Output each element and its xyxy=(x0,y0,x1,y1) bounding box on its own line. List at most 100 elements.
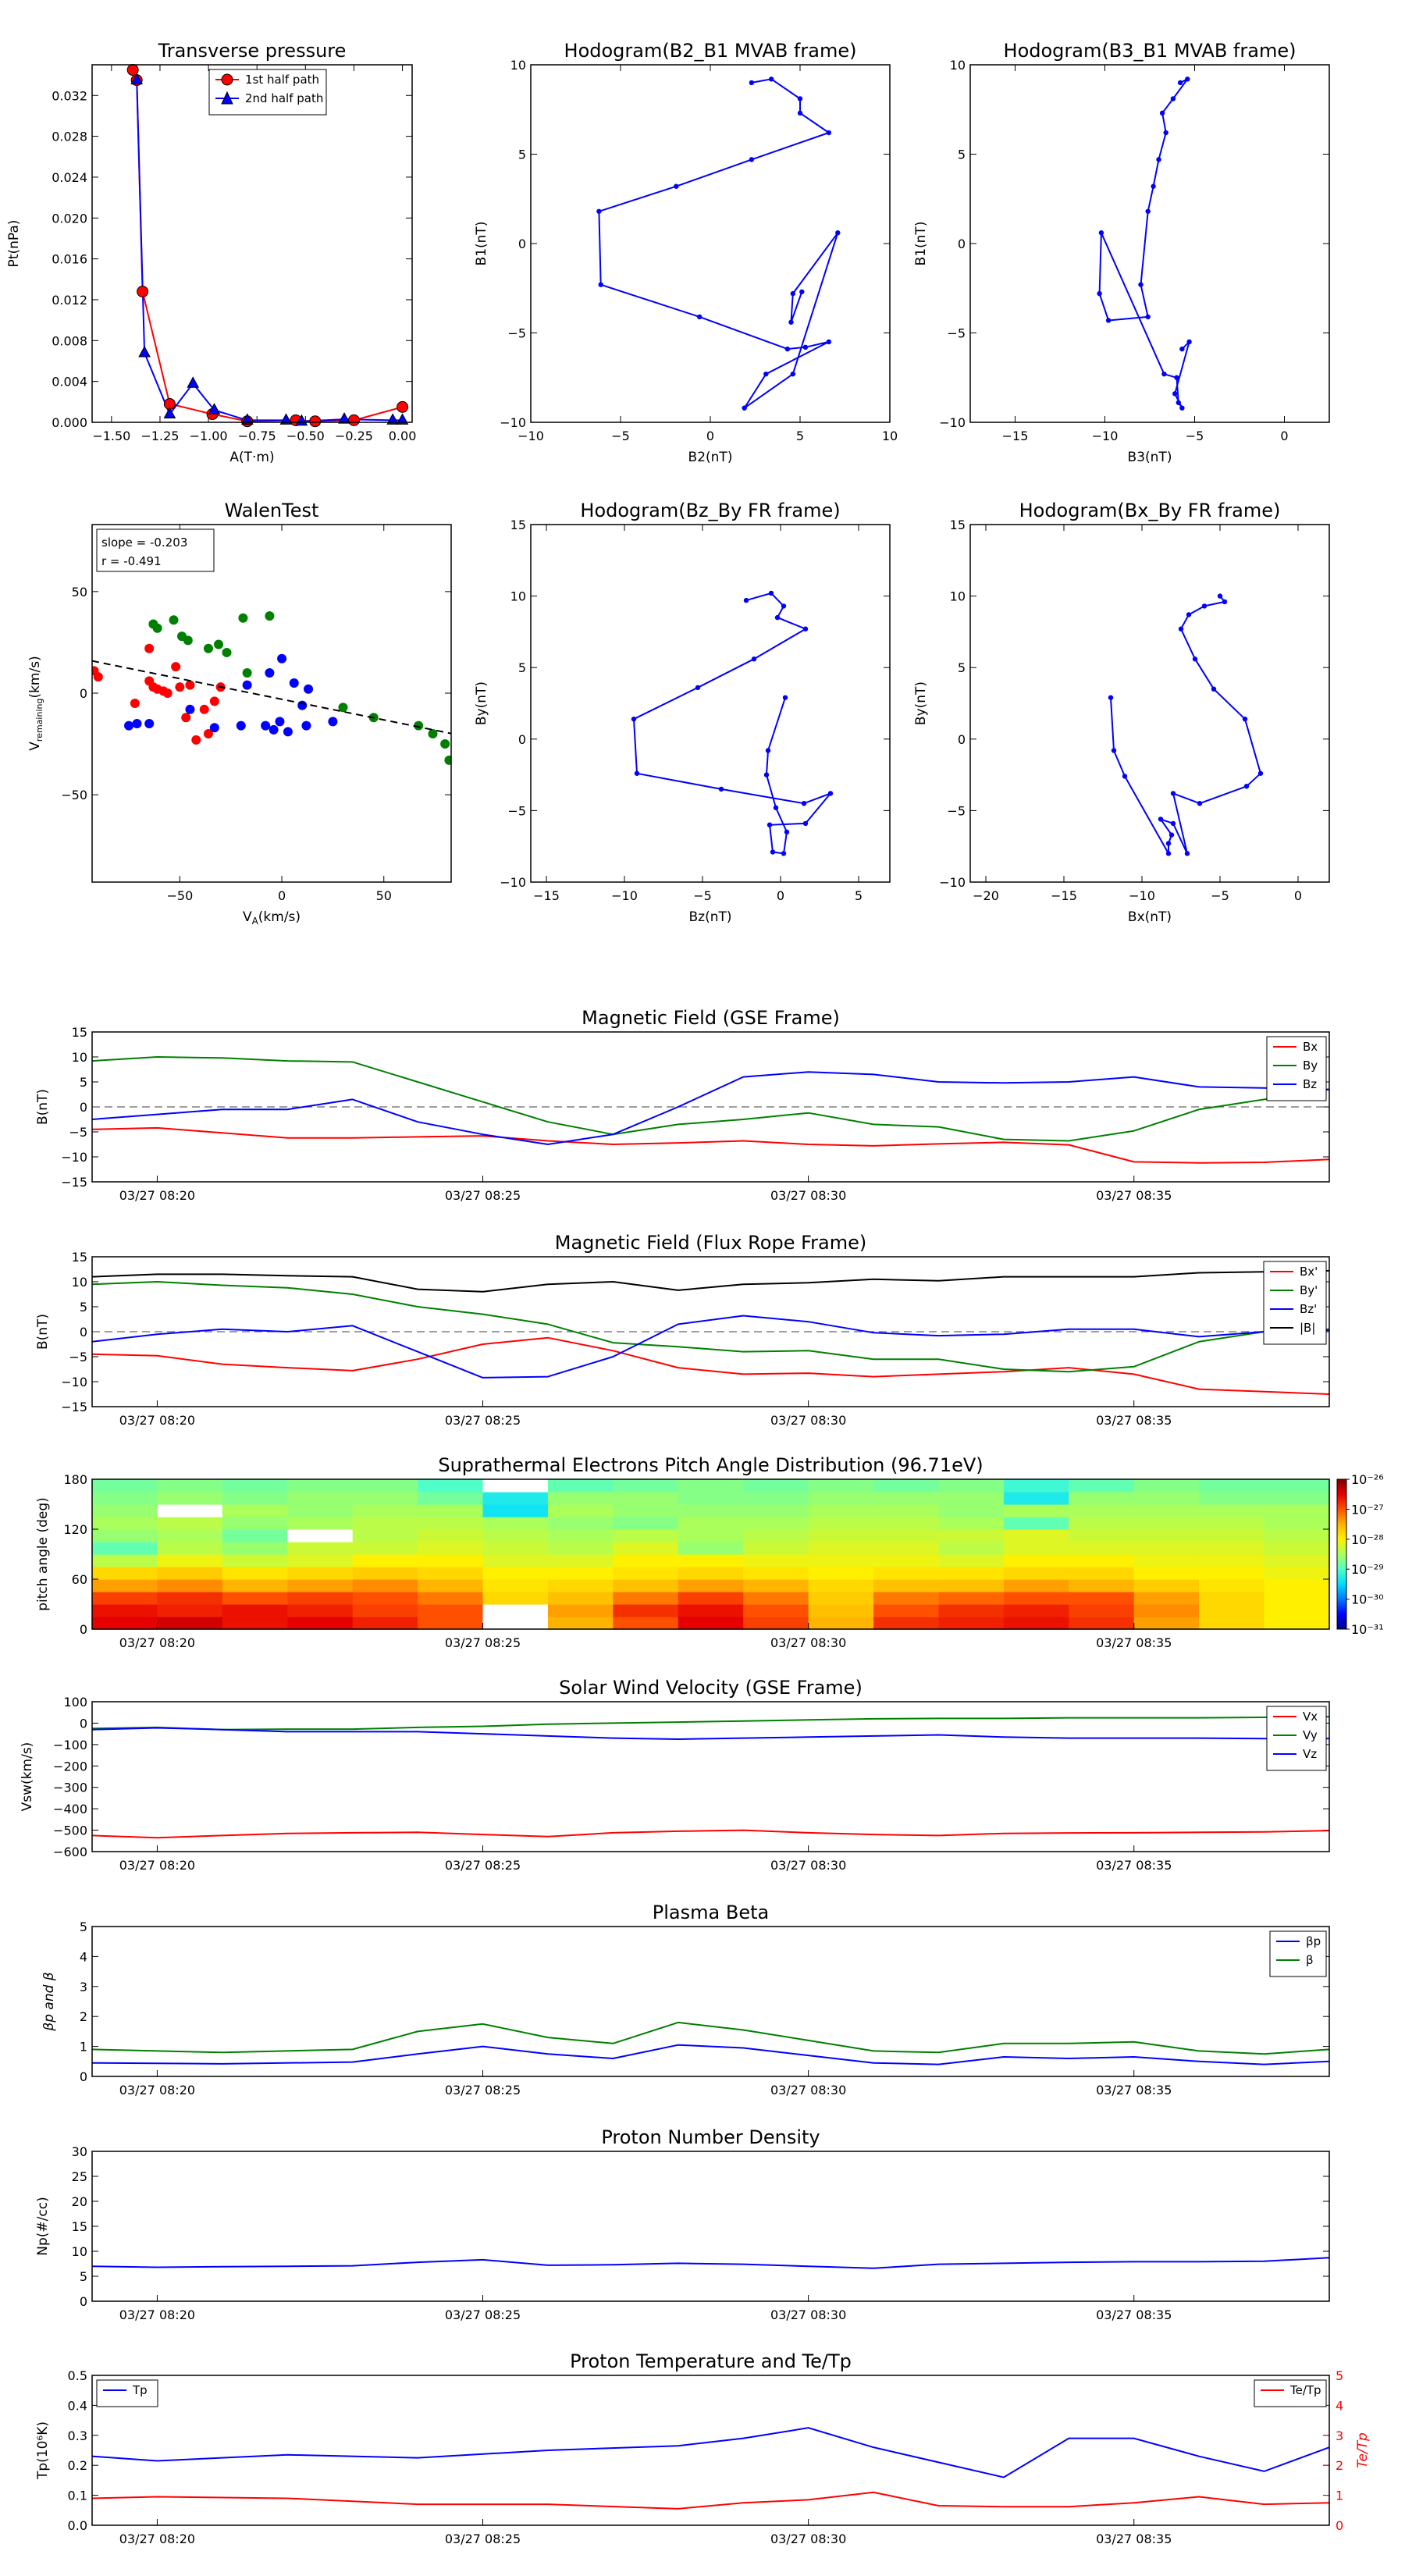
y2-tick-label: 1 xyxy=(1336,2489,1343,2503)
heatmap-cell xyxy=(1133,1542,1200,1555)
heatmap-cell xyxy=(873,1492,940,1505)
x-tick-label: 03/27 08:35 xyxy=(1096,1635,1172,1650)
y-tick-label: 5 xyxy=(518,148,526,162)
series-line-0 xyxy=(1110,595,1261,855)
legend-label: Vy xyxy=(1303,1728,1318,1742)
colorbar-tick-label: 10⁻³¹ xyxy=(1351,1622,1384,1637)
x-axis-label-unit: (km/s) xyxy=(258,909,301,925)
y-tick-label: 0.028 xyxy=(52,130,87,144)
colorbar-tick-label: 10⁻²⁹ xyxy=(1351,1562,1384,1577)
heatmap-cell xyxy=(743,1479,809,1493)
heatmap-cell xyxy=(222,1492,288,1505)
legend-label: Bx xyxy=(1303,1040,1318,1054)
scatter-point xyxy=(283,727,293,737)
x-tick-label: 03/27 08:20 xyxy=(119,1188,195,1203)
data-point xyxy=(1217,593,1223,599)
heatmap-cell xyxy=(157,1604,223,1617)
data-point-2nd-half xyxy=(396,413,409,425)
scatter-point xyxy=(209,696,219,706)
data-point xyxy=(1186,612,1192,617)
heatmap-cell xyxy=(482,1517,549,1530)
series-line-Te-Tp xyxy=(91,2491,1330,2510)
legend-box xyxy=(1263,1261,1327,1345)
y2-tick-label: 5 xyxy=(1336,2368,1343,2383)
heatmap-cell xyxy=(482,1554,549,1567)
scatter-point xyxy=(162,688,173,698)
data-point xyxy=(1177,80,1183,86)
x-axis-label: A(T·m) xyxy=(229,450,274,465)
y-tick-label: −10 xyxy=(939,875,966,890)
heatmap-cell xyxy=(92,1542,158,1555)
heatmap-cell xyxy=(743,1592,809,1605)
heatmap-cell xyxy=(287,1542,354,1555)
scatter-point xyxy=(238,613,248,623)
data-point xyxy=(1178,626,1184,632)
x-tick-label: 03/27 08:25 xyxy=(445,2083,521,2097)
x-tick-label: −5 xyxy=(611,429,630,443)
y-tick-label: 0 xyxy=(80,1716,87,1731)
plot-frame xyxy=(91,524,452,883)
x-tick-label: 03/27 08:35 xyxy=(1096,2083,1172,2097)
heatmap-cell xyxy=(157,1517,223,1530)
y-tick-label: 5 xyxy=(518,660,526,675)
heatmap-cell xyxy=(352,1479,418,1493)
heatmap-cell xyxy=(743,1504,809,1517)
heatmap-cell xyxy=(222,1579,288,1592)
heatmap-cell xyxy=(482,1492,549,1505)
data-point xyxy=(1108,695,1114,700)
heatmap-cell xyxy=(1069,1504,1135,1517)
y-tick-label: 0.016 xyxy=(52,252,87,267)
scatter-point xyxy=(328,717,338,727)
scatter-point xyxy=(203,729,213,739)
legend-label: By' xyxy=(1300,1283,1318,1297)
heatmap-cell xyxy=(1133,1567,1200,1580)
scatter-point xyxy=(169,615,179,625)
y-tick-label: 120 xyxy=(63,1522,87,1537)
heatmap-cell xyxy=(547,1592,614,1605)
y-tick-label: 0 xyxy=(80,686,87,701)
scatter-point xyxy=(124,720,134,731)
heatmap-cell xyxy=(873,1567,940,1580)
y-tick-label: 180 xyxy=(63,1472,87,1487)
heatmap-cell xyxy=(1199,1542,1265,1555)
heatmap-cell xyxy=(808,1492,874,1505)
heatmap-cell xyxy=(352,1567,418,1580)
heatmap-cell xyxy=(743,1579,809,1592)
heatmap-cell xyxy=(743,1567,809,1580)
heatmap-cell xyxy=(157,1554,223,1567)
heatmap-cell xyxy=(808,1579,874,1592)
heatmap-cell xyxy=(1199,1604,1265,1617)
data-point-2nd-half xyxy=(208,403,221,415)
heatmap-cell xyxy=(873,1579,940,1592)
chart-np: Proton Number Density 0 5 10 15 20 25 30 03/27 0… xyxy=(35,2126,1330,2322)
y-tick-label: 0 xyxy=(958,732,966,747)
heatmap-cell xyxy=(1069,1567,1135,1580)
y-tick-label: 5 xyxy=(80,1920,87,1934)
data-point xyxy=(749,157,755,162)
heatmap-cell xyxy=(1199,1517,1265,1530)
heatmap-cell xyxy=(938,1604,1005,1617)
heatmap-cell xyxy=(678,1542,744,1555)
heatmap-cell xyxy=(938,1504,1005,1517)
data-point xyxy=(1242,716,1248,722)
heatmap-cell xyxy=(547,1529,614,1542)
heatmap-cell xyxy=(547,1492,614,1505)
heatmap-cell xyxy=(92,1517,158,1530)
data-point xyxy=(1098,230,1104,236)
x-tick-label: 03/27 08:20 xyxy=(119,1635,195,1650)
data-point xyxy=(1176,400,1182,406)
heatmap-cell xyxy=(743,1604,809,1617)
x-tick-label: 03/27 08:30 xyxy=(770,1188,846,1203)
data-point xyxy=(596,208,602,214)
scatter-point xyxy=(261,720,271,731)
heatmap-cell xyxy=(743,1492,809,1505)
heatmap-cell xyxy=(938,1517,1005,1530)
heatmap-cell xyxy=(1264,1554,1330,1567)
y-axis-label: Pt(nPa) xyxy=(6,220,22,268)
plot-frame xyxy=(91,2151,1330,2302)
legend-label: Tp xyxy=(132,2383,148,2397)
series-line-Bx' xyxy=(91,1336,1330,1395)
scatter-point xyxy=(338,703,348,713)
heatmap-cell xyxy=(873,1604,940,1617)
y-tick-label: −5 xyxy=(507,803,526,818)
